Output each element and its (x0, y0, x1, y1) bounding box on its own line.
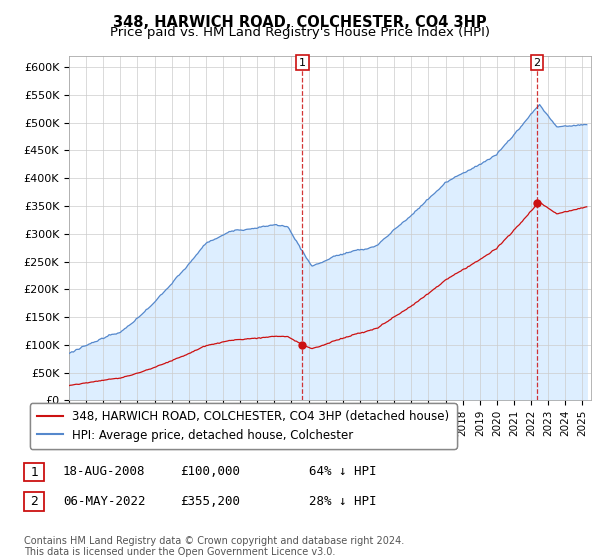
Text: 2: 2 (30, 495, 38, 508)
Text: Contains HM Land Registry data © Crown copyright and database right 2024.
This d: Contains HM Land Registry data © Crown c… (24, 535, 404, 557)
Text: 1: 1 (299, 58, 306, 68)
Text: 1: 1 (30, 465, 38, 479)
FancyBboxPatch shape (24, 463, 44, 482)
Legend: 348, HARWICH ROAD, COLCHESTER, CO4 3HP (detached house), HPI: Average price, det: 348, HARWICH ROAD, COLCHESTER, CO4 3HP (… (30, 403, 457, 449)
Text: £355,200: £355,200 (180, 494, 240, 508)
Text: 64% ↓ HPI: 64% ↓ HPI (309, 465, 377, 478)
FancyBboxPatch shape (24, 492, 44, 511)
Text: £100,000: £100,000 (180, 465, 240, 478)
Text: 06-MAY-2022: 06-MAY-2022 (63, 494, 146, 508)
Text: 2: 2 (533, 58, 541, 68)
Text: 28% ↓ HPI: 28% ↓ HPI (309, 494, 377, 508)
Text: 348, HARWICH ROAD, COLCHESTER, CO4 3HP: 348, HARWICH ROAD, COLCHESTER, CO4 3HP (113, 15, 487, 30)
Text: Price paid vs. HM Land Registry's House Price Index (HPI): Price paid vs. HM Land Registry's House … (110, 26, 490, 39)
Text: 18-AUG-2008: 18-AUG-2008 (63, 465, 146, 478)
